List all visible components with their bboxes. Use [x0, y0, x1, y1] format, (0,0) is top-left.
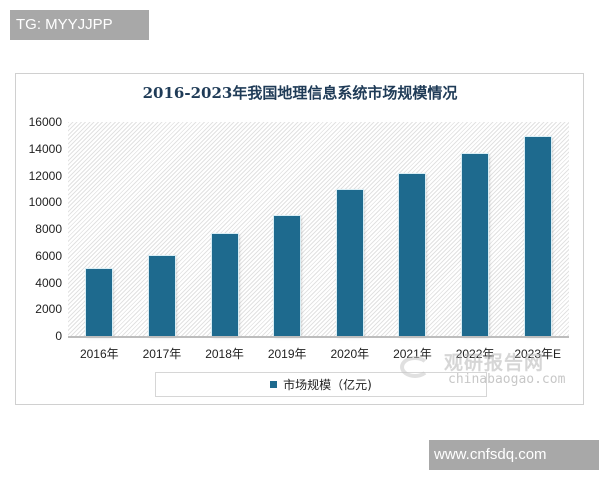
y-tick-label: 16000 [28, 115, 62, 129]
x-tick-label: 2023年E [514, 347, 562, 361]
x-tick-label: 2016年 [79, 347, 119, 361]
bar [274, 215, 301, 336]
x-tick-label: 2018年 [205, 347, 244, 361]
top-watermark-tag: TG: MYYJJPP [10, 10, 149, 40]
x-tick-label: 2022年 [455, 347, 495, 361]
x-tick-label: 2017年 [142, 347, 182, 361]
y-tick-label: 4000 [35, 275, 62, 290]
y-tick-label: 2000 [35, 302, 62, 317]
bottom-watermark-tag: www.cnfsdq.com [429, 440, 599, 470]
bar [86, 269, 113, 336]
bar [399, 174, 426, 336]
bar [211, 234, 238, 336]
y-tick-label: 6000 [35, 248, 62, 263]
legend: 市场规模（亿元) [155, 372, 487, 397]
x-tick-label: 2021年 [393, 347, 432, 361]
bar [336, 190, 363, 336]
x-tick-label: 2019年 [267, 347, 307, 361]
x-tick-label: 2020年 [330, 347, 370, 361]
bar [148, 255, 175, 336]
bar [524, 136, 551, 336]
chart-title: 2016-2023年我国地理信息系统市场规模情况 [142, 84, 458, 102]
legend-label: 市场规模（亿元) [283, 378, 372, 392]
y-tick-label: 10000 [28, 195, 62, 210]
y-tick-label: 8000 [35, 222, 62, 236]
x-axis-line [68, 336, 569, 338]
plot-area [68, 122, 569, 336]
legend-swatch [270, 381, 278, 388]
bar [462, 154, 489, 336]
y-tick-label: 14000 [28, 141, 62, 156]
y-tick-label: 12000 [28, 168, 62, 183]
y-tick-label: 0 [55, 329, 62, 343]
